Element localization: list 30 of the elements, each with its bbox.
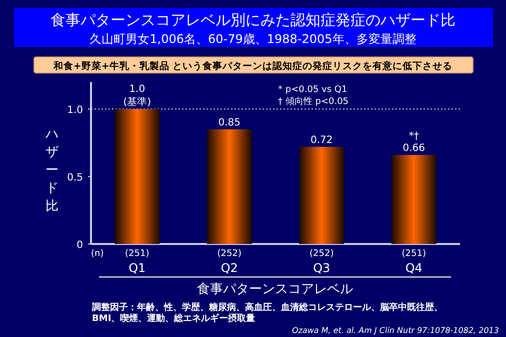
bar	[391, 154, 436, 244]
chart-subtitle: 久山町男女1,006名、60-79歳、1988-2005年、多変量調整	[90, 32, 416, 46]
x-axis-title: 食事パターンスコアレベル	[197, 282, 353, 297]
chart-title: 食事パターンスコアレベル別にみた認知症発症のハザード比	[50, 11, 456, 29]
x-tick-label: Q1	[128, 261, 146, 275]
bar	[114, 109, 160, 244]
x-tick-label: Q2	[220, 261, 238, 275]
bar	[206, 129, 252, 244]
y-tick-label: 1.0	[67, 105, 83, 116]
text: (n)	[91, 249, 104, 259]
text: 調整因子：年齢、性、学歴、糖尿病、高血圧、血清総コレステロール、脳卒中既往歴、BMI、喫煙、運動、総エネルギー摂取量	[92, 303, 444, 325]
text: 和食+野菜+牛乳・乳製品 という食事パターンは認知症の発症リスクを有意に低下させる	[52, 60, 453, 72]
y-tick-label: 0	[76, 240, 83, 251]
text: (252)	[310, 249, 334, 259]
y-axis-title: ハザード比	[44, 127, 58, 214]
annotation: * p<0.05 vs Q1	[278, 85, 348, 95]
data-label: 1.0 (基準)	[123, 84, 152, 108]
text: (252)	[217, 249, 242, 259]
text: (251)	[125, 249, 150, 259]
y-tick-label: 0.5	[67, 172, 83, 184]
x-tick-label: Q3	[313, 261, 330, 275]
x-tick-label: Q4	[405, 261, 422, 275]
data-label: 0.85	[218, 117, 241, 128]
data-label: 0.72	[310, 134, 333, 146]
annotation: *†	[408, 130, 419, 142]
bar	[299, 146, 344, 244]
data-label: 0.66	[402, 142, 426, 154]
text: Ozawa M, et. al. Am J Clin Nutr 97:1078-1082, 2013	[292, 326, 499, 335]
annotation: † 傾向性 p<0.05	[278, 96, 349, 107]
text: (251)	[402, 249, 426, 259]
